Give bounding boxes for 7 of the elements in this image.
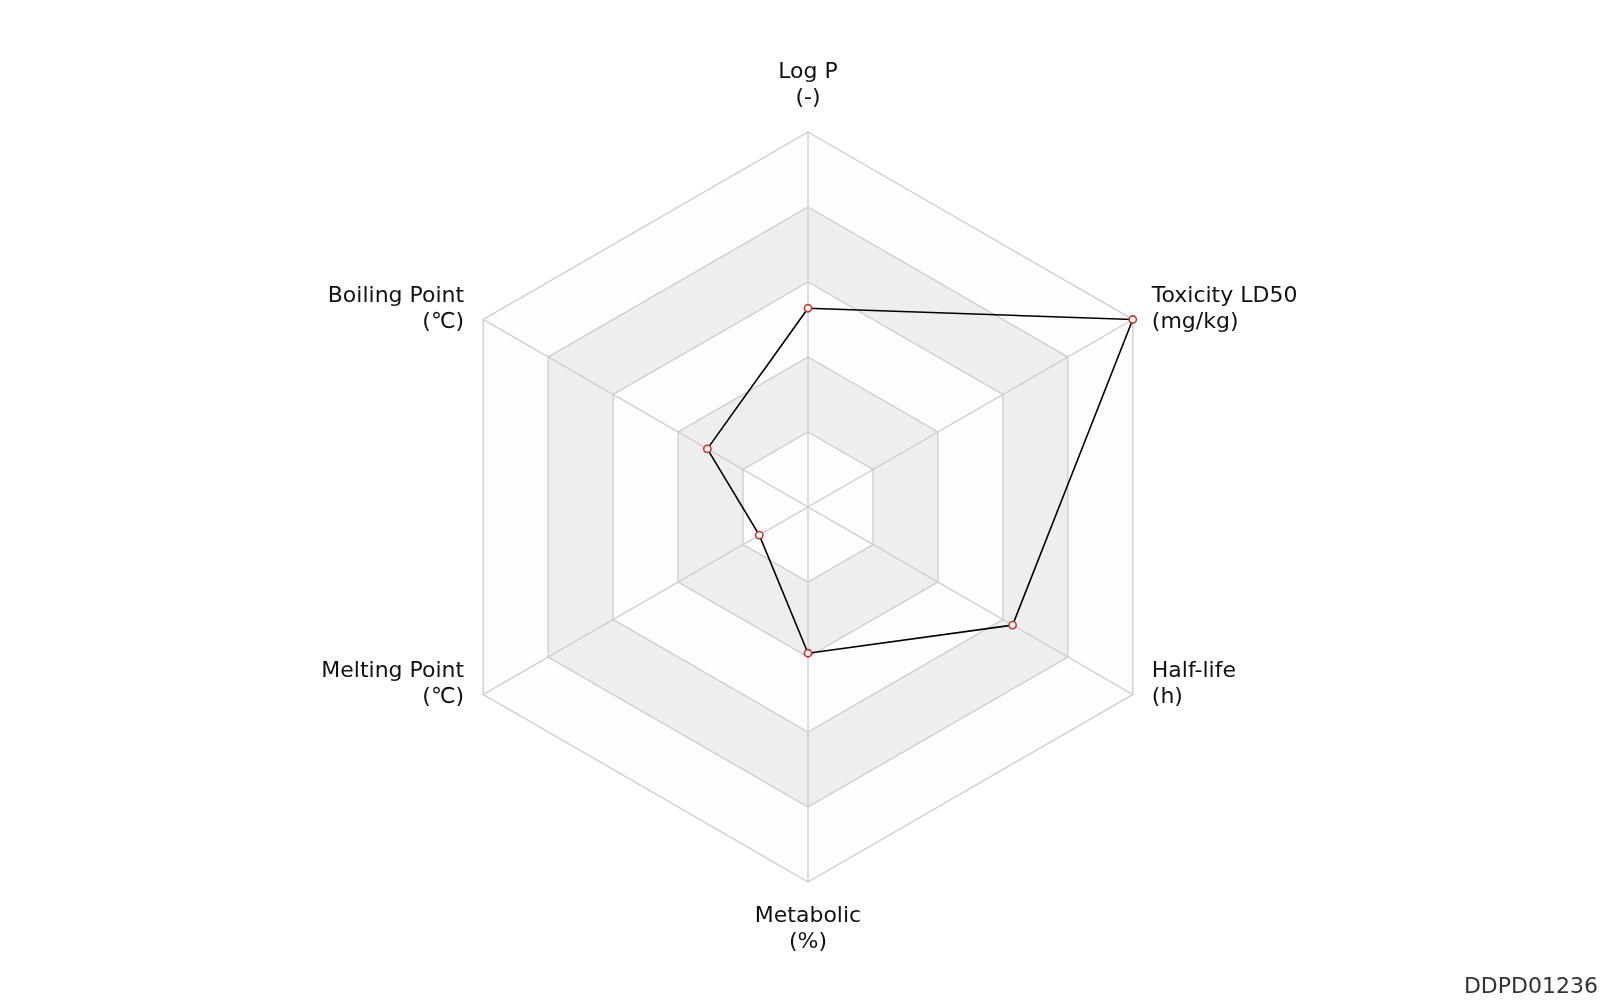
spoke-label: Half-life (h) xyxy=(1151,656,1236,708)
text: DDPD01236 xyxy=(1463,973,1598,998)
spoke-label: Boiling Point (℃) xyxy=(327,281,465,333)
spoke-label: Melting Point (℃) xyxy=(321,656,465,708)
spoke-label: Toxicity LD50 (mg/kg) xyxy=(1150,281,1298,333)
spoke-label: Log P (-) xyxy=(778,58,838,109)
spoke-label: Metabolic (%) xyxy=(754,902,862,953)
